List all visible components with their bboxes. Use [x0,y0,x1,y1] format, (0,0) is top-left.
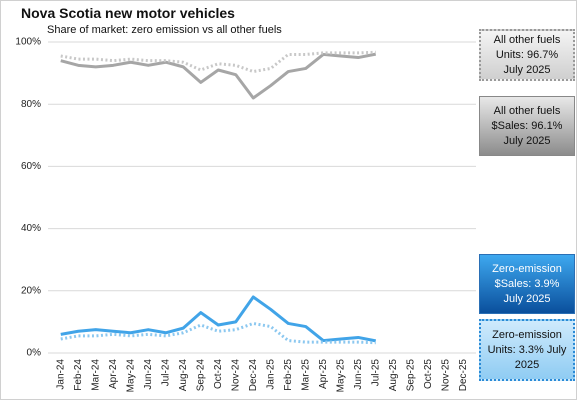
y-tick-label: 0% [27,348,42,359]
x-tick-label: Sep-25 [405,359,416,392]
x-tick-label: Jun-25 [353,359,364,390]
x-tick-label: Oct-25 [423,359,434,389]
x-tick-label: Oct-24 [213,359,224,389]
x-tick-label: Jun-24 [143,359,154,390]
x-tick-label: Aug-25 [388,359,399,392]
chart-subtitle: Share of market: zero emission vs all ot… [47,24,282,36]
x-tick-label: Sep-24 [195,359,206,392]
series-line [60,52,377,100]
y-tick-label: 80% [21,99,41,110]
x-tick-label: Mar-24 [90,359,101,391]
x-tick-label: Nov-24 [230,359,241,392]
x-tick-label: Jul-24 [160,359,171,387]
x-tick-label: May-24 [125,359,136,393]
x-tick-label: Feb-24 [73,359,84,391]
series-line [60,295,377,343]
x-tick-label: Aug-24 [178,359,189,392]
x-tick-label: Nov-25 [440,359,451,392]
annotation: Zero-emission $Sales: 3.9% July 2025 [479,254,575,314]
x-tick-label: Jul-25 [370,359,381,387]
x-tick-label: Jan-24 [55,359,66,390]
annotation: All other fuels Units: 96.7% July 2025 [479,29,575,81]
x-tick-label: Dec-25 [458,359,469,392]
annotation: Zero-emission Units: 3.3% July 2025 [479,319,575,381]
x-tick-label: Feb-25 [283,359,294,391]
chart-title: Nova Scotia new motor vehicles [21,5,235,21]
x-tick-label: Apr-24 [108,359,119,389]
y-tick-label: 40% [21,223,41,234]
y-tick-label: 100% [15,37,41,48]
y-tick-label: 20% [21,285,41,296]
y-tick-label: 60% [21,161,41,172]
x-tick-label: Jan-25 [265,359,276,390]
x-tick-label: Apr-25 [318,359,329,389]
x-tick-label: Dec-24 [248,359,259,392]
annotation: All other fuels $Sales: 96.1% July 2025 [479,96,575,156]
x-tick-label: Mar-25 [300,359,311,391]
x-tick-label: May-25 [335,359,346,393]
